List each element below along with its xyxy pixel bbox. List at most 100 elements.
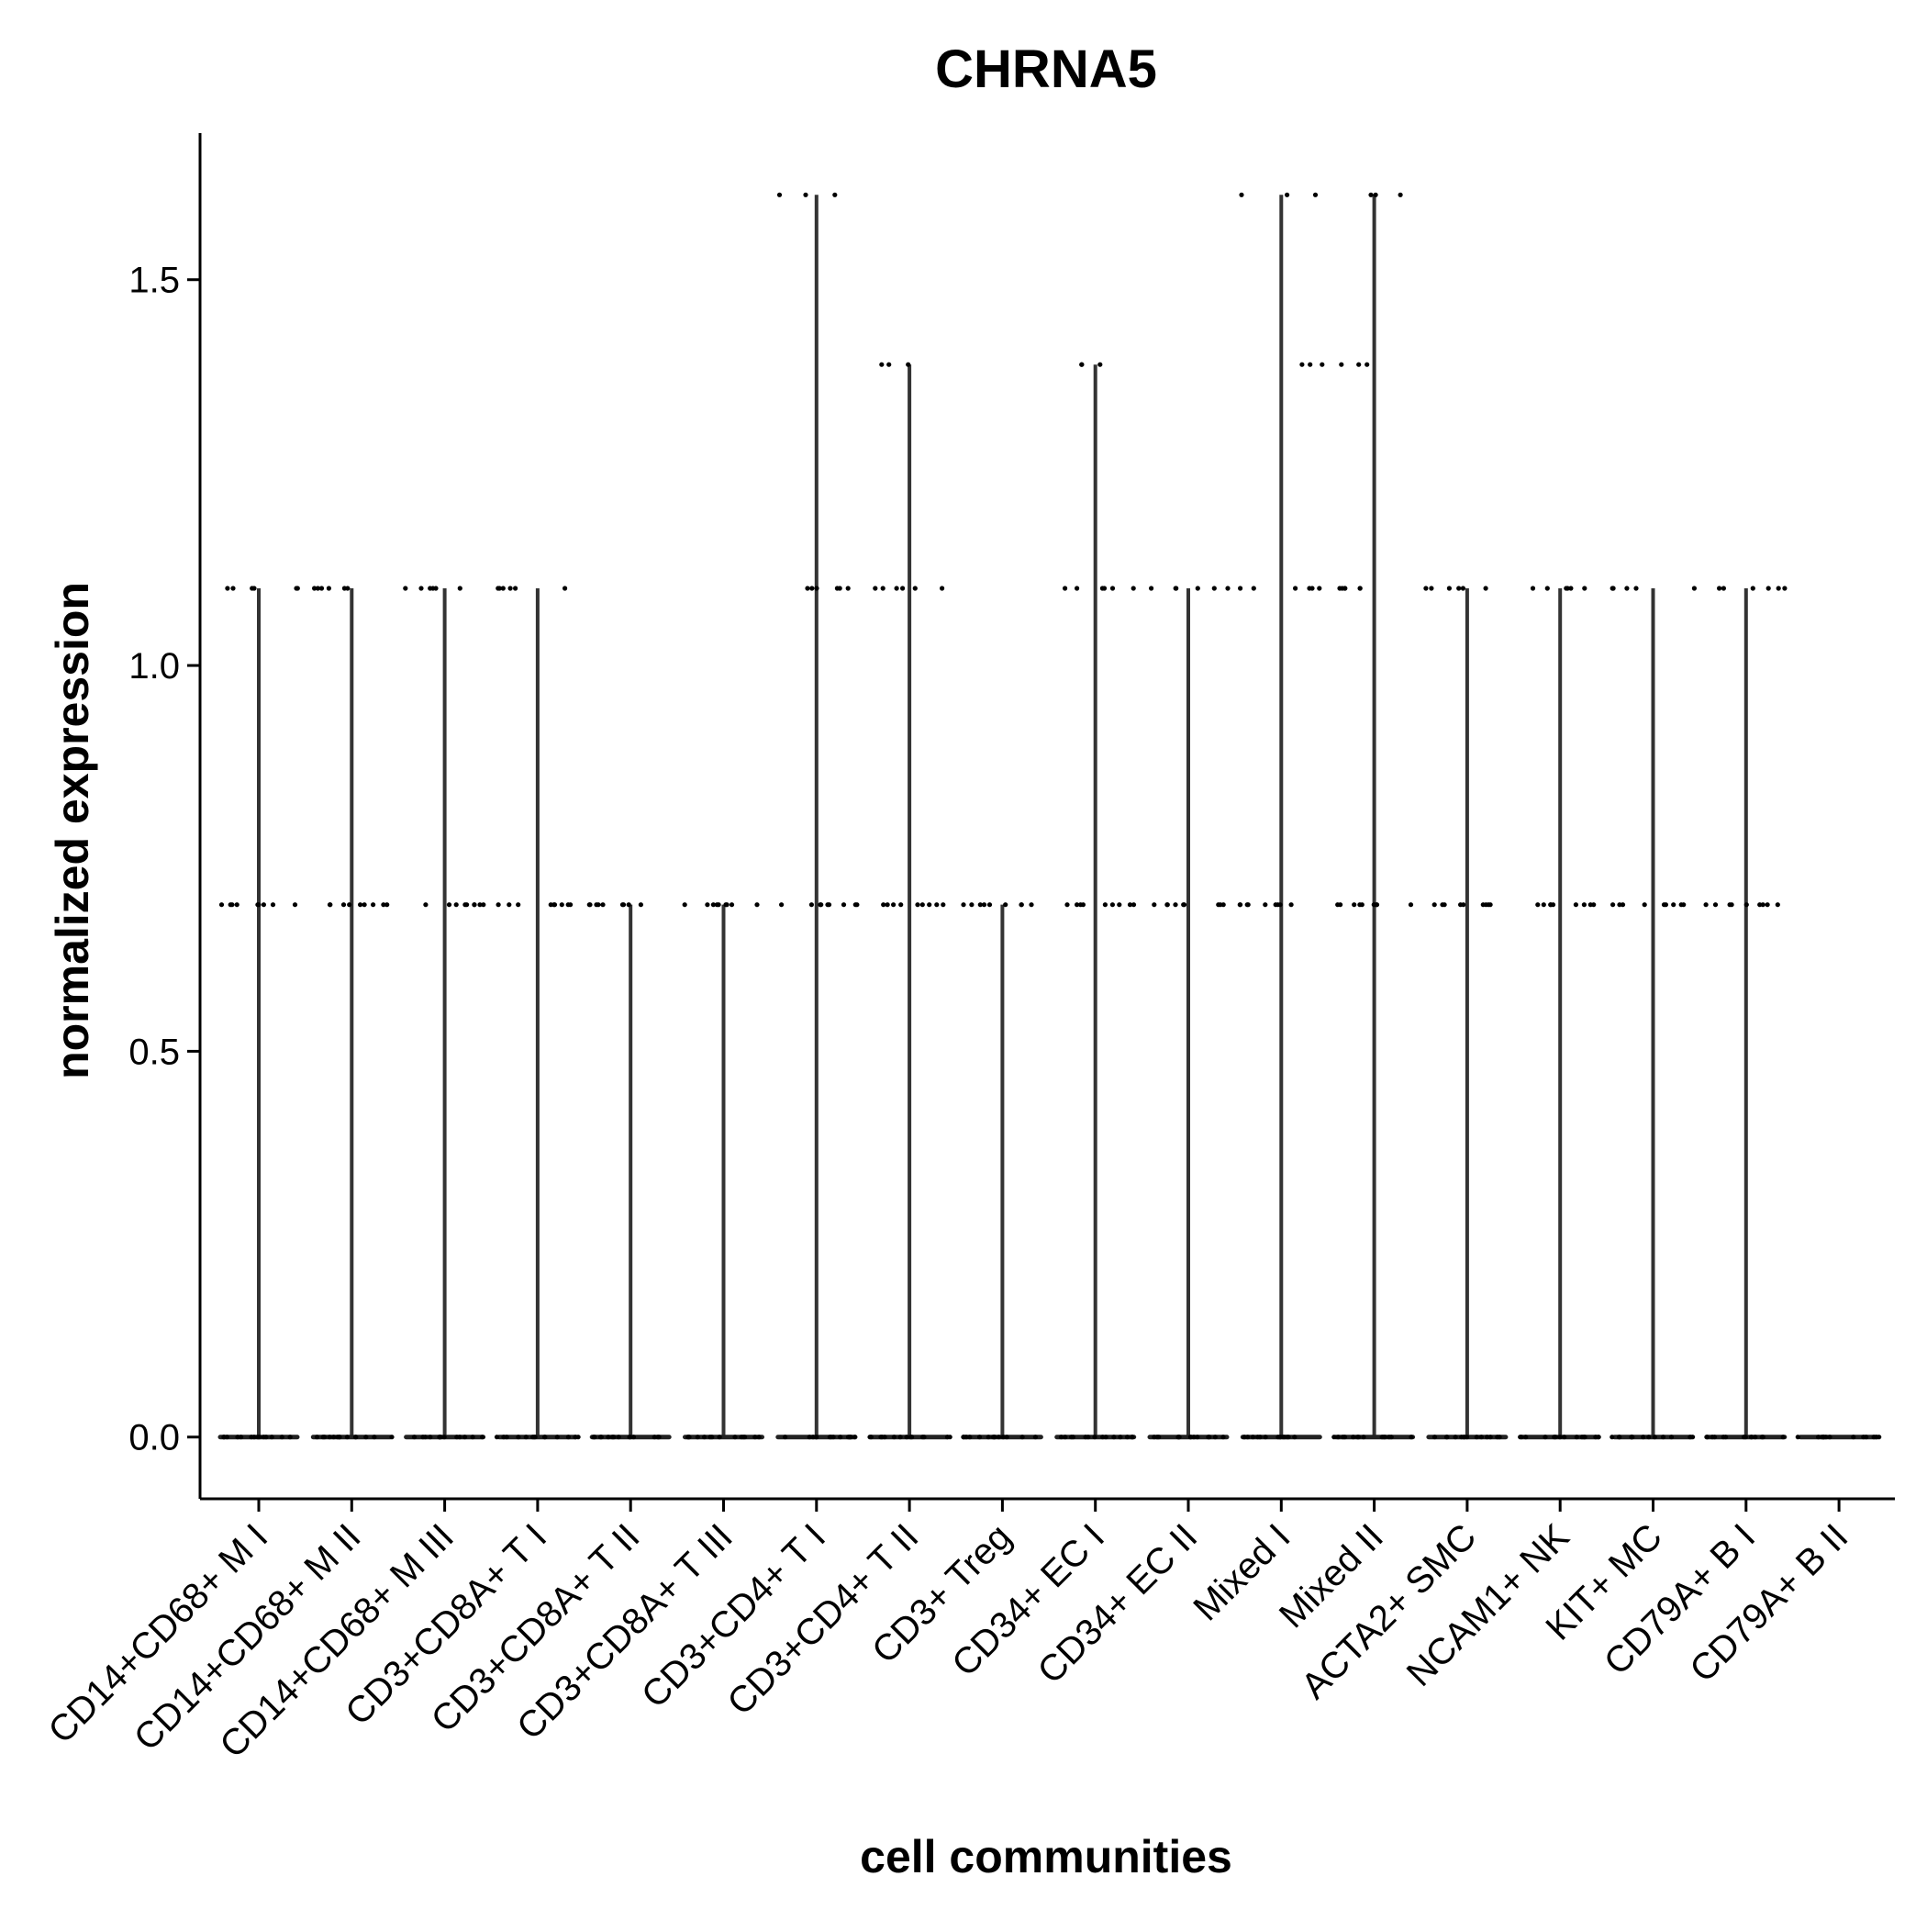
data-point [941,902,946,908]
data-point [1703,902,1709,908]
data-point [1251,586,1256,591]
data-point [1285,192,1290,197]
data-point [1173,902,1178,908]
data-point [626,902,631,908]
data-point [249,1435,254,1440]
data-point [912,586,918,591]
data-point [1164,902,1170,908]
data-point [563,586,568,591]
data-point [1753,1435,1758,1440]
data-point [1478,1435,1484,1440]
data-point [904,1435,909,1440]
data-point [898,902,904,908]
data-point [961,1435,966,1440]
data-point [1004,1435,1009,1440]
data-point [1717,586,1722,591]
chart-title: CHRNA5 [935,39,1157,99]
data-point [1729,902,1734,908]
data-point [986,902,993,908]
data-point [1816,1435,1821,1440]
data-point [1582,1435,1587,1440]
data-point [1821,1435,1826,1440]
data-point [1535,902,1541,908]
y-axis-title: normalized expression [47,582,98,1079]
data-point [1660,1435,1666,1440]
data-point [961,902,966,908]
data-point [709,1435,715,1440]
data-point [1704,1435,1710,1440]
data-point [1075,586,1080,591]
data-point [337,1435,342,1440]
data-point [894,586,899,591]
data-point [630,1435,637,1440]
data-point [565,1435,572,1440]
data-point [597,1435,604,1440]
data-point [411,1435,418,1440]
data-point [1351,1435,1356,1440]
data-point [1456,586,1462,591]
data-point [638,902,644,908]
data-point [996,1435,1002,1440]
data-point [837,586,842,591]
data-point [1331,1435,1337,1440]
data-point [841,902,847,908]
data-point [695,1435,700,1440]
data-point [1127,902,1133,908]
data-point [1423,586,1429,591]
data-point [315,586,320,591]
data-point [1187,1435,1193,1440]
data-point [1688,1435,1693,1440]
data-point [819,902,824,908]
data-point [1574,1435,1579,1440]
data-point [1181,902,1186,908]
data-point [1238,902,1243,908]
data-point [312,586,317,591]
data-point [1775,902,1780,908]
data-point [1444,1435,1450,1440]
data-point [327,902,333,908]
data-point [1827,1435,1832,1440]
data-point [805,586,810,591]
data-point [516,902,521,908]
data-point [326,586,331,591]
data-point [470,1435,475,1440]
data-point [944,1435,951,1440]
data-point [656,1435,662,1440]
data-point [239,1435,244,1440]
data-point [261,902,266,908]
data-point [723,902,729,908]
data-point [287,1435,293,1440]
data-point [1152,1435,1157,1440]
data-point [1668,1435,1675,1440]
data-point [838,1435,843,1440]
data-point [592,1435,597,1440]
data-point [1195,586,1200,591]
data-point [1620,902,1626,908]
data-point [347,902,352,908]
data-point [1312,192,1319,197]
data-point [1776,586,1781,591]
data-point [967,1435,973,1440]
data-point [1431,1435,1438,1440]
data-point [1408,902,1414,908]
data-point [1092,1435,1097,1440]
data-point [1086,1435,1091,1440]
data-point [927,902,932,908]
data-point [652,1435,657,1440]
data-point [705,902,710,908]
data-point [1429,586,1434,591]
data-point [848,1435,853,1440]
data-point [1357,586,1363,591]
data-point [1103,1435,1108,1440]
data-point [1220,1435,1226,1440]
data-point [1710,1435,1715,1440]
data-point [1109,902,1115,908]
data-point [1340,586,1345,591]
data-point [554,1435,560,1440]
data-point [420,1435,426,1440]
data-point [480,1435,485,1440]
data-point [523,1435,529,1440]
data-point [1356,362,1362,367]
